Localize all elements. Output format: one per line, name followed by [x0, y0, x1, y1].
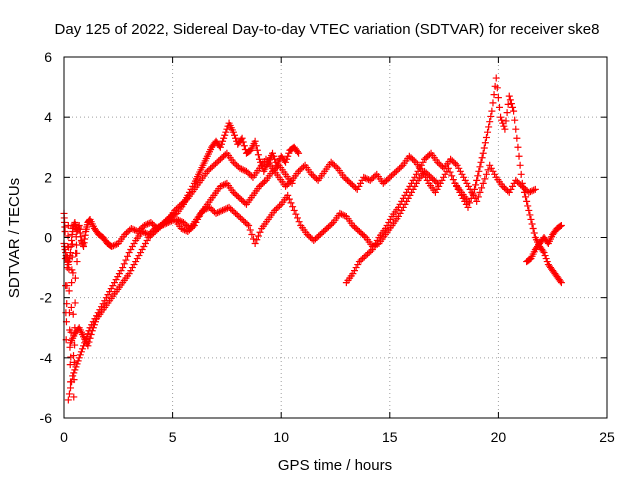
- point-markers: [523, 221, 565, 266]
- y-tick-label: 2: [44, 169, 52, 185]
- y-tick-label: 4: [44, 109, 52, 125]
- axis-ticks: [63, 56, 608, 419]
- x-axis-label: GPS time / hours: [278, 457, 392, 474]
- data-marks: [60, 74, 565, 404]
- x-tick-label: 5: [169, 429, 177, 445]
- y-tick-label: -4: [40, 350, 53, 366]
- y-axis-label: SDTVAR / TECUs: [6, 178, 23, 298]
- tick-labels: 0 5 10 15 20 25 -6 -4 -2 0 2 4 6: [40, 49, 615, 445]
- series-track-1: [60, 119, 303, 269]
- x-tick-label: 20: [491, 429, 507, 445]
- y-tick-label: 0: [44, 230, 52, 246]
- point-markers: [342, 149, 539, 287]
- y-tick-label: 6: [44, 49, 52, 65]
- chart-title: Day 125 of 2022, Sidereal Day-to-day VTE…: [55, 21, 600, 38]
- series-track-7: [523, 221, 565, 266]
- point-markers: [60, 119, 303, 269]
- point-markers: [67, 161, 296, 350]
- x-tick-label: 25: [599, 429, 615, 445]
- x-tick-label: 0: [60, 429, 68, 445]
- series-track-3: [67, 161, 296, 350]
- point-markers: [173, 167, 442, 251]
- y-tick-label: -6: [40, 410, 53, 426]
- series-track-5: [342, 149, 539, 287]
- series-track-4: [173, 167, 442, 251]
- y-tick-label: -2: [40, 290, 53, 306]
- x-tick-label: 10: [273, 429, 289, 445]
- x-tick-label: 15: [382, 429, 398, 445]
